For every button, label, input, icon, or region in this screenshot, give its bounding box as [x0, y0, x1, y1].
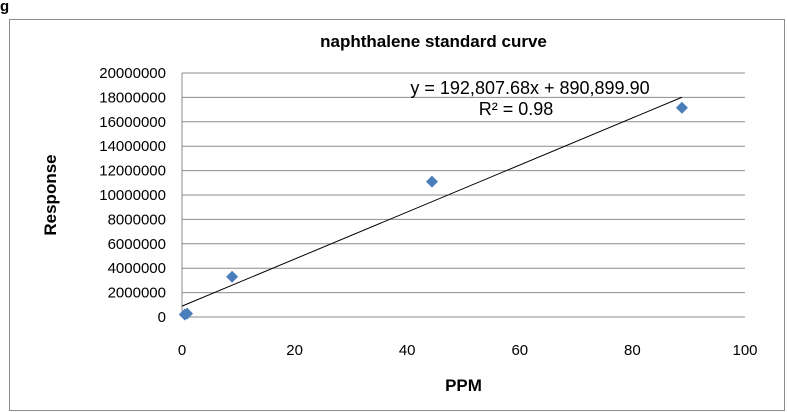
chart-frame [9, 19, 785, 411]
chart-title: naphthalene standard curve [320, 32, 547, 51]
x-tick-label: 0 [178, 342, 186, 359]
y-tick-label: 8000000 [108, 211, 166, 228]
y-tick-label: 12000000 [99, 163, 166, 180]
y-tick-label: 20000000 [99, 65, 166, 82]
y-axis-label: Response [41, 154, 60, 235]
data-point [181, 307, 194, 320]
x-tick-label: 80 [624, 342, 641, 359]
figure-caption-fragment: g [0, 0, 10, 15]
x-tick-label: 40 [399, 342, 416, 359]
y-tick-label: 18000000 [99, 89, 166, 106]
y-tick-label: 6000000 [108, 236, 166, 253]
x-tick-label: 60 [511, 342, 528, 359]
y-tick-label: 2000000 [108, 285, 166, 302]
trendline-equation: y = 192,807.68x + 890,899.90 [410, 78, 649, 98]
x-tick-label: 100 [732, 342, 757, 359]
trendline-r2: R² = 0.98 [479, 99, 554, 119]
x-axis-label: PPM [445, 376, 482, 395]
data-point [675, 101, 688, 114]
data-point [425, 175, 438, 188]
y-tick-label: 0 [158, 309, 166, 326]
data-point [226, 270, 239, 283]
x-tick-label: 20 [286, 342, 303, 359]
y-tick-label: 4000000 [108, 260, 166, 277]
trendline [181, 96, 683, 307]
y-tick-label: 16000000 [99, 114, 166, 131]
y-tick-label: 14000000 [99, 138, 166, 155]
y-tick-label: 10000000 [99, 187, 166, 204]
